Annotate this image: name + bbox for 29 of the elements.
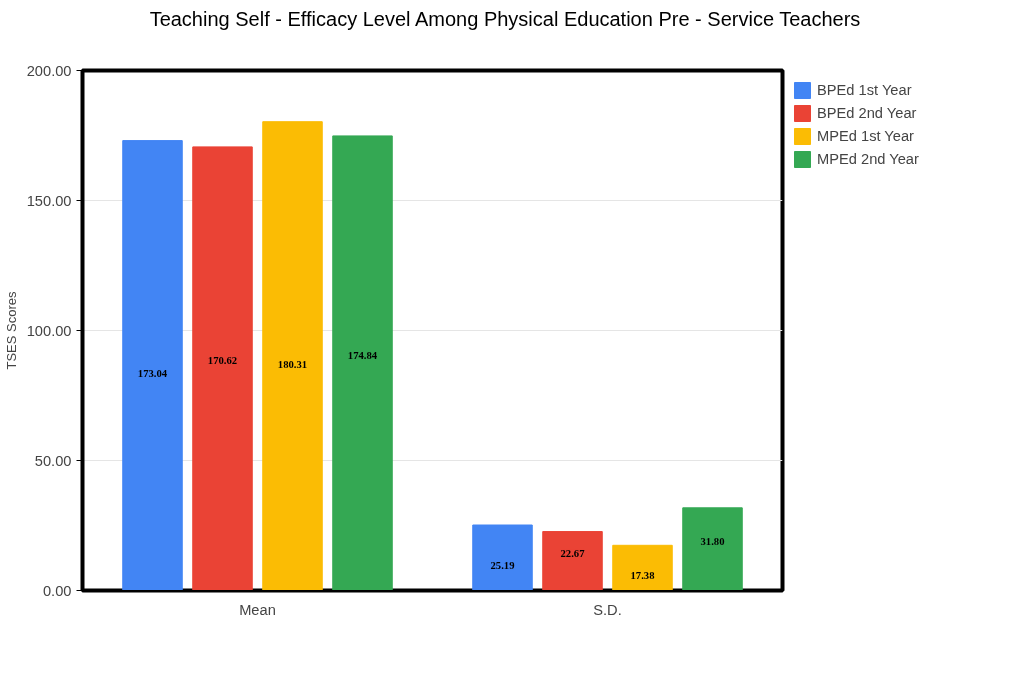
bar — [262, 121, 323, 591]
legend-label: MPEd 1st Year — [817, 128, 914, 144]
legend-label: BPEd 1st Year — [817, 82, 912, 98]
y-tick-label: 200.00 — [26, 62, 72, 79]
bar — [472, 524, 533, 591]
bar — [192, 146, 253, 591]
data-label: 173.04 — [137, 368, 168, 380]
data-label: 17.38 — [630, 570, 655, 582]
chart-title: Teaching Self - Efficacy Level Among Physical Education Pre - Service Teachers — [149, 7, 861, 32]
data-label: 170.62 — [207, 355, 238, 367]
x-tick-label: S.D. — [593, 601, 622, 618]
y-axis-title: TSES Scores — [3, 290, 19, 370]
legend-label: MPEd 2nd Year — [817, 151, 919, 167]
legend-label: BPEd 2nd Year — [817, 105, 917, 121]
y-tick-label: 150.00 — [26, 192, 72, 209]
data-label: 174.84 — [347, 349, 378, 361]
data-label: 22.67 — [560, 547, 586, 559]
bar — [542, 531, 603, 591]
bar — [682, 507, 743, 591]
data-label: 180.31 — [277, 358, 308, 370]
bar — [122, 140, 183, 591]
bar — [612, 544, 673, 591]
y-tick-label: 0.00 — [42, 582, 72, 599]
data-label: 25.19 — [490, 560, 515, 572]
data-label: 31.80 — [700, 535, 725, 547]
bar — [332, 135, 393, 591]
x-tick-label: Mean — [239, 601, 276, 618]
y-tick-label: 50.00 — [34, 452, 72, 469]
y-tick-label: 100.00 — [26, 322, 72, 339]
